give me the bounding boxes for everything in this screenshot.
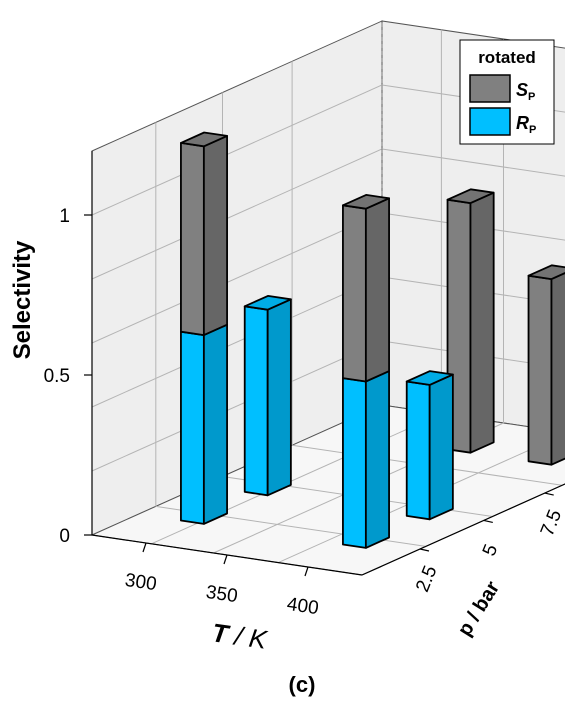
bar-rp-300-5-top [243,294,292,311]
x-axis-title-unit: / K [226,620,270,655]
legend-label-rp-sub: P [529,124,536,136]
grid-line-horizontal [91,212,383,344]
depth-axis-title: p / bar [454,577,505,640]
x-axis-title: T / K [210,617,270,655]
legend-swatch-sp [469,74,511,103]
x-axis-title-symbol: T [210,617,232,649]
bar-rp-300-5-front [243,305,269,497]
depth-tick [483,519,493,523]
x-tick-label: 400 [286,594,320,619]
grid-line-horizontal [91,84,383,216]
x-tick [223,554,228,565]
bar-rp-400-5-side [428,373,454,521]
bar-sp-400-10-top [527,264,565,281]
depth-tick-label: 7.5 [537,507,565,539]
bar-sp-400-10-front [527,274,553,466]
depth-tick [419,548,430,552]
x-tick-label: 300 [124,570,158,595]
bar-sp-350-10-top [446,188,495,205]
bar-rp-400-2_5-side [364,370,390,549]
grid-line-horizontal [91,340,383,472]
x-tick [304,566,309,577]
bar-sp-300-2_5-front [180,141,205,337]
bar-sp-400-2_5-side [364,197,390,383]
depth-tick [544,492,554,496]
grid-line-horizontal [381,212,565,241]
legend-label-rp-main: R [516,113,529,133]
y-tick-label: 0.5 [44,366,70,387]
panel-label: (c) [289,672,316,697]
bar-sp-300-2_5-top [180,131,228,148]
legend-label-sp-sub: P [528,91,535,103]
grid-line-horizontal [91,148,383,280]
bar-sp-300-2_5-side [202,134,228,337]
depth-axis-line [361,483,565,576]
grid-line-horizontal [381,340,565,369]
bar-rp-400-2_5-front [342,377,367,549]
bar-rp-300-2_5-side [202,323,228,525]
grid-line-horizontal [91,276,383,408]
legend-label-sp-main: S [516,80,528,100]
legend-swatch-rp [469,107,511,136]
x-tick-label: 350 [205,582,239,607]
depth-tick-label: 5 [479,542,502,560]
bar-sp-400-2_5-front [342,204,367,383]
legend-label-rp: RP [516,113,536,136]
depth-tick-label: 2.5 [412,563,441,595]
bar-rp-300-2_5-front [180,330,205,525]
bar-rp-300-5-side [266,298,292,497]
y-axis-title: Selectivity [9,240,36,359]
chart-axes [84,151,565,577]
bar-rp-400-5-top [405,370,454,386]
bar-rp-400-5-front [405,380,431,521]
y-tick-label: 1 [59,206,70,227]
chart-bars [180,131,565,549]
legend: rotated SP RP [459,39,555,145]
x-tick [142,542,147,553]
bar-sp-400-10-side [550,272,565,466]
grid-line-horizontal [381,276,565,305]
y-tick-label: 0 [59,526,70,547]
legend-title: rotated [478,48,536,67]
legend-label-sp: SP [516,80,535,103]
grid-line-horizontal [381,148,565,177]
bar-sp-350-10-side [469,191,495,454]
bar-sp-400-2_5-top [342,193,390,210]
